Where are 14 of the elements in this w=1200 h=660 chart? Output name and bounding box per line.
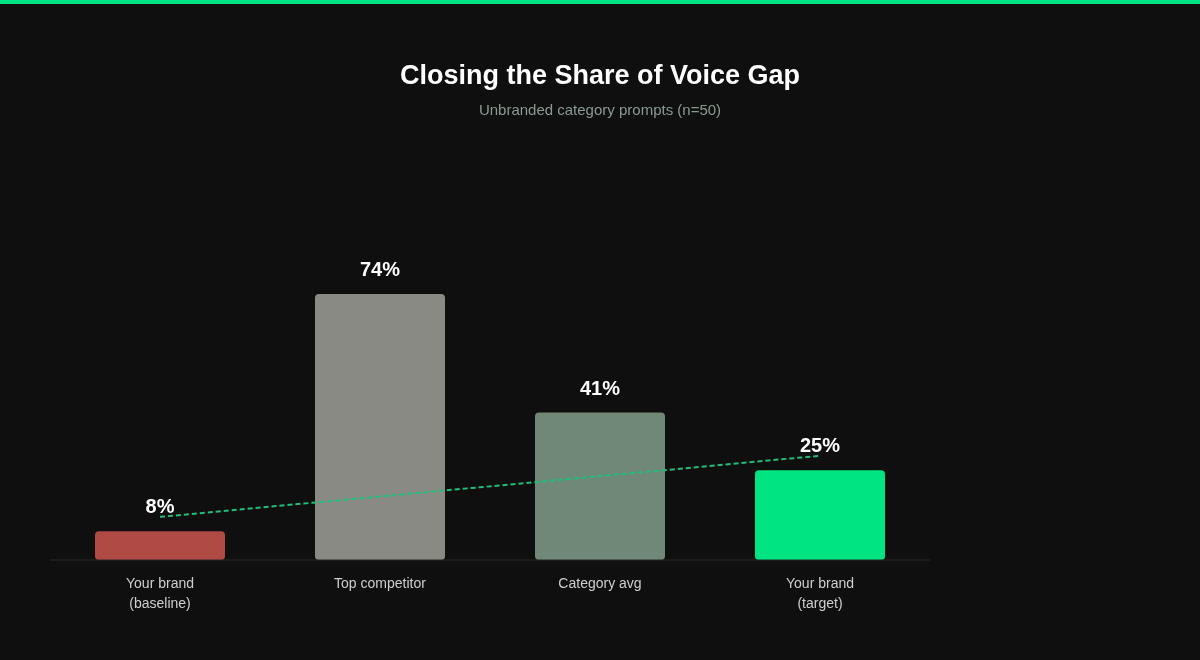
data-label: 25% (799, 434, 841, 457)
bar (95, 531, 225, 560)
bar (755, 470, 885, 560)
data-label: 8% (145, 495, 175, 518)
data-label: 74% (359, 258, 401, 280)
x-tick-label: Category avg (558, 574, 642, 591)
chart-title: Closing the Share of Voice Gap (398, 60, 802, 91)
bar (535, 412, 665, 560)
x-tick-label: Your brand (baseline) (126, 574, 194, 612)
x-tick-label: Top competitor (334, 574, 427, 591)
chart-subtitle: Unbranded category prompts (n=50) (477, 101, 723, 118)
data-label: 41% (579, 376, 621, 399)
bar (315, 294, 445, 560)
x-tick-label: Your brand (target) (786, 574, 854, 612)
